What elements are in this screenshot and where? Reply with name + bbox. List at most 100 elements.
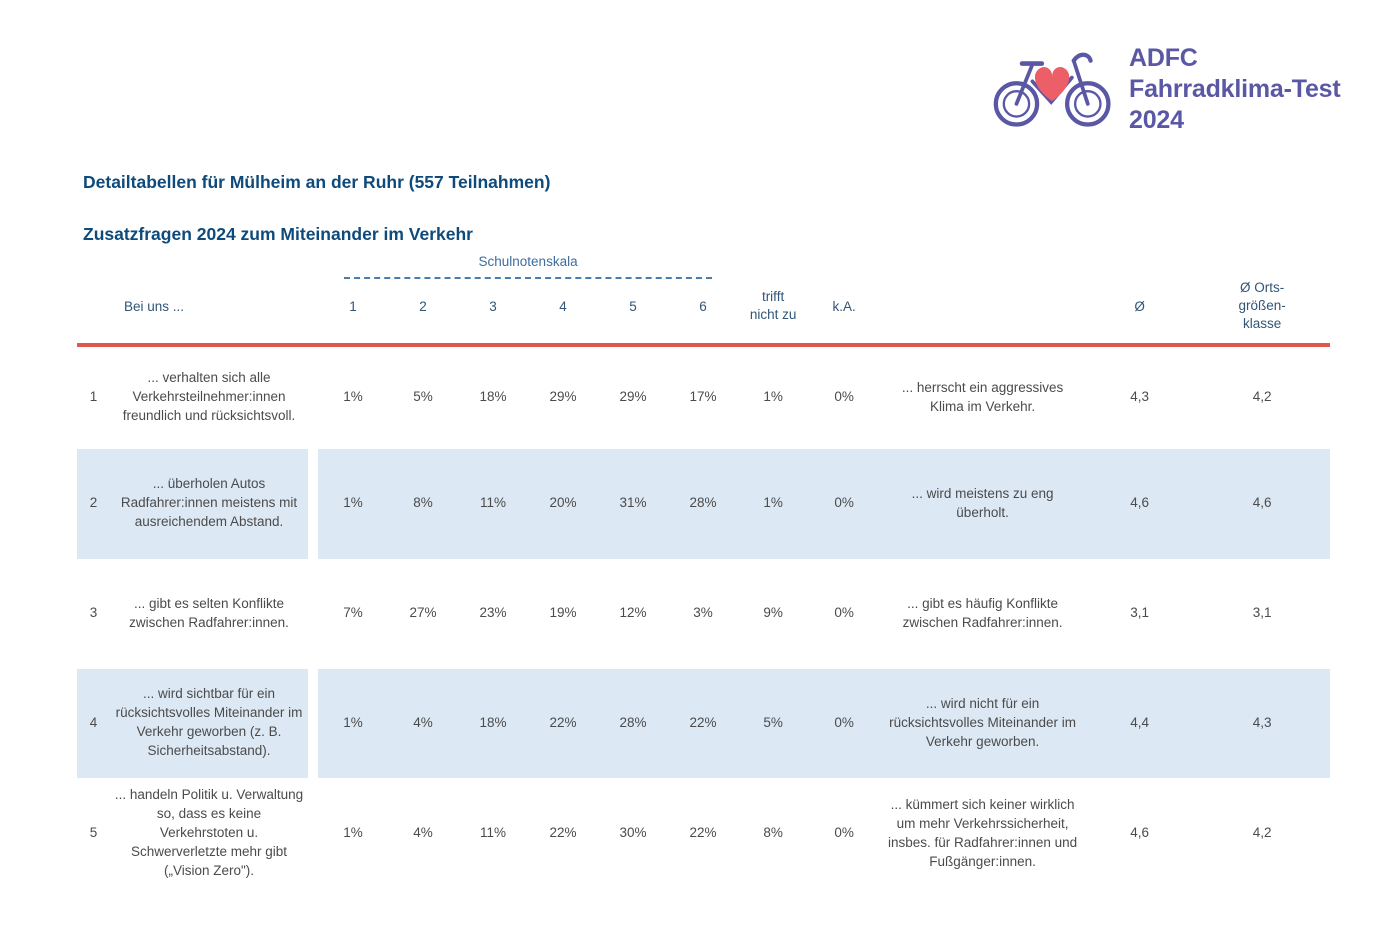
adfc-logo: ADFC Fahrradklima-Test 2024 bbox=[993, 42, 1341, 137]
grade-5-value: 31% bbox=[598, 448, 669, 559]
header-grade-2: 2 bbox=[388, 279, 459, 347]
grade-4-value: 29% bbox=[549, 389, 577, 405]
grade-2-value: 27% bbox=[409, 605, 437, 621]
row-statement: ... wird sichtbar für ein rücksichtsvoll… bbox=[110, 668, 308, 778]
header-opposite-spacer bbox=[880, 279, 1086, 347]
ka-value: 0% bbox=[834, 389, 854, 405]
avg-value: 3,1 bbox=[1130, 605, 1149, 621]
header-num-cell bbox=[77, 279, 110, 347]
row-gap bbox=[308, 559, 318, 669]
row-opposite-statement: ... gibt es häufig Konflikte zwischen Ra… bbox=[902, 595, 1063, 630]
logo-line-3: 2024 bbox=[1129, 106, 1184, 134]
grade-6-value: 17% bbox=[689, 389, 717, 405]
table-row: 5 ... handeln Politik u. Verwaltung so, … bbox=[77, 778, 1330, 890]
section-title: Zusatzfragen 2024 zum Miteinander im Ver… bbox=[83, 224, 473, 244]
header-spacer bbox=[77, 254, 318, 279]
grade-4-value: 22% bbox=[549, 825, 577, 841]
grade-1-value: 1% bbox=[318, 448, 389, 559]
row-number: 5 bbox=[89, 825, 98, 841]
trifft-nicht-zu-value: 9% bbox=[763, 605, 783, 621]
grade-6-value: 22% bbox=[668, 668, 739, 778]
grade-1-value: 1% bbox=[318, 668, 389, 778]
header-avg-class: Ø Orts- größen- klasse bbox=[1194, 279, 1331, 347]
grade-3-value: 11% bbox=[458, 448, 529, 559]
table-row: 1 ... verhalten sich alle Verkehrsteilne… bbox=[77, 345, 1330, 449]
grade-5-value: 30% bbox=[619, 825, 647, 841]
header-avg: Ø bbox=[1085, 279, 1195, 347]
grade-2-value: 4% bbox=[413, 825, 433, 841]
header-ka: k.A. bbox=[808, 279, 881, 347]
header-gap bbox=[308, 279, 319, 347]
header-grade-5: 5 bbox=[598, 279, 669, 347]
logo-wordmark: ADFC Fahrradklima-Test 2024 bbox=[1129, 43, 1341, 136]
row-gap bbox=[308, 668, 319, 778]
trifft-nicht-zu-value: 1% bbox=[738, 448, 809, 559]
grade-3-value: 18% bbox=[458, 668, 529, 778]
grade-5-value: 29% bbox=[619, 389, 647, 405]
row-gap bbox=[308, 345, 318, 449]
trifft-nicht-zu-value: 8% bbox=[763, 825, 783, 841]
header-grade-1: 1 bbox=[318, 279, 389, 347]
row-statement: ... handeln Politik u. Verwaltung so, da… bbox=[114, 787, 304, 878]
ka-value: 0% bbox=[808, 448, 881, 559]
avg-class-value: 3,1 bbox=[1252, 605, 1272, 621]
grade-5-value: 28% bbox=[598, 668, 669, 778]
row-opposite-statement: ... kümmert sich keiner wirklich um mehr… bbox=[888, 796, 1078, 869]
grade-3-value: 23% bbox=[479, 605, 507, 621]
row-statement: ... überholen Autos Radfahrer:innen meis… bbox=[110, 448, 308, 559]
avg-value: 4,4 bbox=[1085, 668, 1195, 778]
grade-4-value: 19% bbox=[549, 605, 577, 621]
row-opposite-statement: ... wird nicht für ein rücksichtsvolles … bbox=[880, 668, 1086, 778]
table-body: 1 ... verhalten sich alle Verkehrsteilne… bbox=[77, 345, 1331, 890]
grade-5-value: 12% bbox=[619, 605, 647, 621]
detail-table: Schulnotenskala Bei uns ... 1 2 3 4 5 6 … bbox=[77, 254, 1331, 890]
scale-header-cell: Schulnotenskala bbox=[318, 254, 738, 279]
grade-2-value: 5% bbox=[413, 389, 433, 405]
table-row: 3 ... gibt es selten Konflikte zwischen … bbox=[77, 559, 1330, 669]
header-trifft-nicht-zu: trifft nicht zu bbox=[738, 279, 809, 347]
grade-3-value: 11% bbox=[480, 825, 507, 841]
grade-6-value: 3% bbox=[693, 605, 713, 621]
row-opposite-statement: ... wird meistens zu eng überholt. bbox=[880, 448, 1086, 559]
ka-value: 0% bbox=[808, 668, 881, 778]
row-statement: ... gibt es selten Konflikte zwischen Ra… bbox=[129, 595, 289, 630]
avg-class-value: 4,3 bbox=[1194, 668, 1331, 778]
avg-value: 4,6 bbox=[1085, 448, 1195, 559]
ka-value: 0% bbox=[834, 825, 854, 841]
logo-line-2: Fahrradklima-Test bbox=[1129, 75, 1341, 103]
row-gap bbox=[308, 448, 319, 559]
avg-class-value: 4,2 bbox=[1252, 389, 1272, 405]
trifft-nicht-zu-value: 1% bbox=[763, 389, 783, 405]
ka-value: 0% bbox=[834, 605, 854, 621]
page-title: Detailtabellen für Mülheim an der Ruhr (… bbox=[83, 172, 551, 192]
avg-value: 4,3 bbox=[1130, 389, 1149, 405]
grade-1-value: 1% bbox=[343, 389, 363, 405]
row-statement: ... verhalten sich alle Verkehrsteilnehm… bbox=[122, 370, 296, 424]
bicycle-heart-icon bbox=[993, 42, 1115, 137]
column-header-row: Bei uns ... 1 2 3 4 5 6 trifft nicht zu … bbox=[77, 279, 1331, 347]
grade-3-value: 18% bbox=[479, 389, 507, 405]
scale-label: Schulnotenskala bbox=[344, 254, 713, 279]
grade-6-value: 28% bbox=[668, 448, 739, 559]
grade-4-value: 20% bbox=[528, 448, 599, 559]
grade-1-value: 7% bbox=[343, 605, 363, 621]
row-number: 3 bbox=[89, 605, 98, 621]
trifft-nicht-zu-value: 5% bbox=[738, 668, 809, 778]
grade-6-value: 22% bbox=[689, 825, 717, 841]
row-opposite-statement: ... herrscht ein aggressives Klima im Ve… bbox=[901, 379, 1064, 414]
header-grade-4: 4 bbox=[528, 279, 599, 347]
header-spacer bbox=[738, 254, 1330, 279]
header-grade-6: 6 bbox=[668, 279, 739, 347]
row-number: 2 bbox=[77, 448, 110, 559]
grade-2-value: 4% bbox=[388, 668, 459, 778]
scale-header-row: Schulnotenskala bbox=[77, 254, 1330, 279]
table-header: Schulnotenskala Bei uns ... 1 2 3 4 5 6 … bbox=[77, 254, 1331, 347]
grade-2-value: 8% bbox=[388, 448, 459, 559]
logo-line-1: ADFC bbox=[1129, 44, 1198, 72]
header-bei-uns: Bei uns ... bbox=[110, 279, 308, 347]
row-gap bbox=[308, 778, 318, 890]
grade-4-value: 22% bbox=[528, 668, 599, 778]
avg-value: 4,6 bbox=[1130, 825, 1149, 841]
avg-class-value: 4,6 bbox=[1194, 448, 1331, 559]
